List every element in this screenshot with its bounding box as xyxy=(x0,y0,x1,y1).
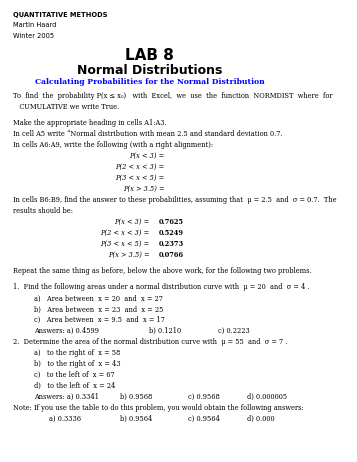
Text: b) 0.1210: b) 0.1210 xyxy=(150,327,182,335)
Text: 0.2373: 0.2373 xyxy=(159,240,183,248)
Text: d) 0.000: d) 0.000 xyxy=(247,415,275,423)
Text: Answers: a) 0.4599: Answers: a) 0.4599 xyxy=(34,327,99,335)
Text: b) 0.9568: b) 0.9568 xyxy=(120,393,152,401)
Text: To  find  the  probability P(x ≤ x₀)   with  Excel,  we  use  the  function  NOR: To find the probability P(x ≤ x₀) with E… xyxy=(13,91,333,100)
Text: c) 0.2223: c) 0.2223 xyxy=(218,327,250,335)
Text: a) 0.3336: a) 0.3336 xyxy=(49,415,81,423)
Text: b) 0.9564: b) 0.9564 xyxy=(120,415,152,423)
Text: d)   to the left of  x = 24: d) to the left of x = 24 xyxy=(34,382,115,390)
Text: Repeat the same thing as before, below the above work, for the following two pro: Repeat the same thing as before, below t… xyxy=(13,267,312,275)
Text: Make the appropriate heading in cells A1:A3.: Make the appropriate heading in cells A1… xyxy=(13,119,167,127)
Text: a)   Area between  x = 20  and  x = 27: a) Area between x = 20 and x = 27 xyxy=(34,294,163,303)
Text: Note: If you use the table to do this problem, you would obtain the following an: Note: If you use the table to do this pr… xyxy=(13,404,304,412)
Text: 0.5249: 0.5249 xyxy=(159,229,183,237)
Text: b)   Area between  x = 23  and  x = 25: b) Area between x = 23 and x = 25 xyxy=(34,305,164,313)
Text: 0.7625: 0.7625 xyxy=(159,218,183,225)
Text: P(x < 3) =: P(x < 3) = xyxy=(114,218,150,225)
Text: In cells B6:B9, find the answer to these probabilities, assuming that  μ = 2.5  : In cells B6:B9, find the answer to these… xyxy=(13,196,337,204)
Text: P(3 < x < 5) =: P(3 < x < 5) = xyxy=(115,174,164,182)
Text: P(x < 3) =: P(x < 3) = xyxy=(129,152,164,160)
Text: LAB 8: LAB 8 xyxy=(125,49,174,63)
Text: CUMULATIVE we write True.: CUMULATIVE we write True. xyxy=(13,103,120,110)
Text: 2.  Determine the area of the normal distribution curve with  μ = 55  and  σ = 7: 2. Determine the area of the normal dist… xyxy=(13,338,288,346)
Text: In cell A5 write “Normal distribution with mean 2.5 and standard deviation 0.7.: In cell A5 write “Normal distribution wi… xyxy=(13,130,283,138)
Text: 0.0766: 0.0766 xyxy=(159,250,183,259)
Text: P(x > 3.5) =: P(x > 3.5) = xyxy=(108,250,150,259)
Text: c)   to the left of  x = 67: c) to the left of x = 67 xyxy=(34,371,115,379)
Text: results should be:: results should be: xyxy=(13,207,73,215)
Text: P(3 < x < 5) =: P(3 < x < 5) = xyxy=(100,240,150,248)
Text: b)   to the right of  x = 43: b) to the right of x = 43 xyxy=(34,360,121,368)
Text: P(2 < x < 3) =: P(2 < x < 3) = xyxy=(115,163,164,171)
Text: Normal Distributions: Normal Distributions xyxy=(77,64,222,77)
Text: c) 0.9568: c) 0.9568 xyxy=(188,393,220,401)
Text: P(2 < x < 3) =: P(2 < x < 3) = xyxy=(100,229,150,237)
Text: Calculating Probabilities for the Normal Distribution: Calculating Probabilities for the Normal… xyxy=(35,78,265,86)
Text: a)   to the right of  x = 58: a) to the right of x = 58 xyxy=(34,349,120,357)
Text: Martin Haard: Martin Haard xyxy=(13,22,57,28)
Text: d) 0.000005: d) 0.000005 xyxy=(247,393,287,401)
Text: c)   Area between  x = 9.5  and  x = 17: c) Area between x = 9.5 and x = 17 xyxy=(34,316,165,324)
Text: In cells A6:A9, write the following (with a right alignment):: In cells A6:A9, write the following (wit… xyxy=(13,141,213,149)
Text: Answers: a) 0.3341: Answers: a) 0.3341 xyxy=(34,393,99,401)
Text: P(x > 3.5) =: P(x > 3.5) = xyxy=(123,185,164,193)
Text: c) 0.9564: c) 0.9564 xyxy=(188,415,220,423)
Text: Winter 2005: Winter 2005 xyxy=(13,33,54,39)
Text: 1.  Find the following areas under a normal distribution curve with  μ = 20  and: 1. Find the following areas under a norm… xyxy=(13,283,310,292)
Text: QUANTITATIVE METHODS: QUANTITATIVE METHODS xyxy=(13,12,107,18)
